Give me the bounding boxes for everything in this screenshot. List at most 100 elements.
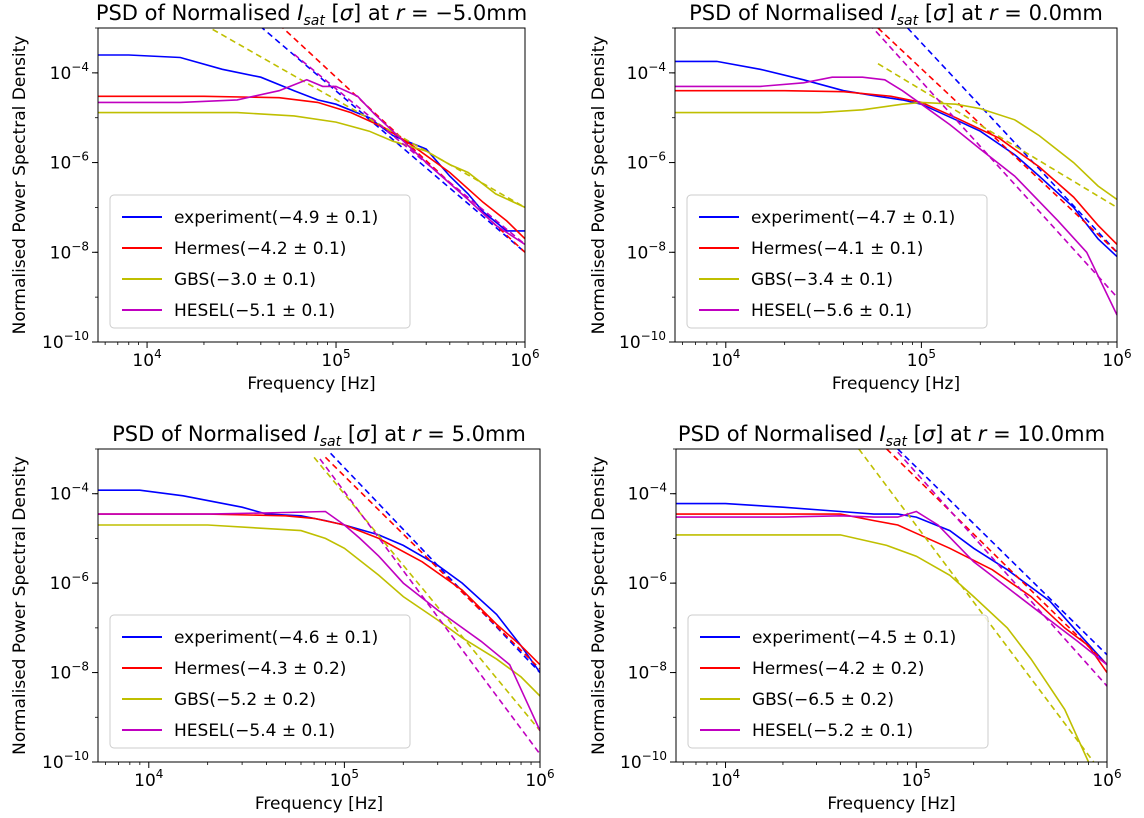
- fit-line-3: [313, 456, 540, 732]
- legend-entry: experiment(−4.9 ± 0.1): [174, 208, 378, 228]
- legend-entry: Hermes(−4.2 ± 0.2): [752, 659, 924, 679]
- legend-entry: experiment(−4.5 ± 0.1): [752, 628, 956, 648]
- legend-box: [109, 614, 411, 749]
- y-tick-label: 10−4: [628, 481, 667, 505]
- series-line-2: [675, 89, 1117, 245]
- legend-entry: GBS(−6.5 ± 0.2): [752, 690, 894, 710]
- y-tick-label: 10−8: [50, 660, 89, 684]
- x-tick-label: 105: [330, 767, 359, 791]
- series-line-2: [676, 513, 1107, 674]
- fit-line-3: [208, 28, 525, 209]
- legend-entry: Hermes(−4.3 ± 0.2): [174, 659, 346, 679]
- series-line-4: [675, 76, 1117, 316]
- series-line-3: [98, 524, 540, 697]
- axes-frame: [675, 448, 1108, 763]
- x-tick-label: 104: [132, 347, 161, 371]
- psd-panel-1: PSD of Normalised Isat [σ] at r = −5.0mm…: [10, 1, 540, 394]
- x-axis-label: Frequency [Hz]: [827, 794, 955, 814]
- series-line-4: [676, 510, 1107, 666]
- x-tick-label: 105: [902, 767, 931, 791]
- y-tick-label: 10−8: [627, 239, 666, 263]
- series-line-3: [676, 534, 1090, 762]
- chart-title: PSD of Normalised Isat [σ] at r = 10.0mm: [678, 422, 1105, 450]
- series-lines: [98, 28, 525, 253]
- legend: experiment(−4.7 ± 0.1) Hermes(−4.1 ± 0.1)…: [686, 194, 988, 329]
- legend-entry: experiment(−4.7 ± 0.1): [751, 208, 955, 228]
- series-line-3: [98, 111, 525, 209]
- x-tick-label: 104: [711, 767, 740, 791]
- legend-entry: HESEL(−5.1 ± 0.1): [174, 301, 335, 321]
- x-tick-label: 106: [1092, 767, 1121, 791]
- fit-line-4: [319, 458, 540, 755]
- axes-frame: [674, 27, 1118, 343]
- axes-frame: [97, 448, 541, 763]
- x-tick-label: 105: [907, 347, 936, 371]
- series-line-2: [98, 513, 540, 666]
- y-tick-label: 10−10: [620, 749, 667, 773]
- fit-line-2: [886, 449, 1107, 666]
- fit-line-2: [877, 28, 1117, 253]
- x-axis-label: Frequency [Hz]: [255, 794, 383, 814]
- y-tick-label: 10−10: [42, 749, 89, 773]
- x-axis-label: Frequency [Hz]: [832, 374, 960, 394]
- x-tick-label: 106: [510, 347, 539, 371]
- legend-box: [686, 194, 988, 329]
- y-axis-label: Normalised Power Spectral Density: [10, 36, 30, 335]
- psd-panel-2: PSD of Normalised Isat [σ] at r = 0.0mm 1…: [589, 1, 1132, 394]
- y-tick-label: 10−8: [628, 660, 667, 684]
- chart-title: PSD of Normalised Isat [σ] at r = −5.0mm: [96, 1, 527, 29]
- y-axis-label: Normalised Power Spectral Density: [589, 36, 609, 335]
- fit-line-2: [324, 456, 540, 670]
- y-tick-label: 10−4: [50, 60, 89, 84]
- x-tick-label: 106: [525, 767, 554, 791]
- psd-panel-4: PSD of Normalised Isat [σ] at r = 10.0mm…: [589, 422, 1122, 814]
- fit-line-1: [907, 28, 1117, 253]
- series-line-1: [676, 502, 1107, 666]
- fit-line-2: [281, 28, 525, 253]
- legend-entry: Hermes(−4.1 ± 0.1): [751, 239, 923, 259]
- x-tick-label: 105: [321, 347, 350, 371]
- y-tick-label: 10−6: [50, 570, 89, 594]
- fit-line-1: [330, 452, 540, 674]
- x-tick-label: 104: [134, 767, 163, 791]
- legend-box: [109, 194, 411, 329]
- fit-line-3: [858, 449, 1095, 762]
- y-tick-label: 10−6: [628, 570, 667, 594]
- fit-line-4: [871, 28, 1117, 298]
- y-tick-label: 10−4: [627, 60, 666, 84]
- legend-entry: GBS(−3.4 ± 0.1): [751, 270, 893, 290]
- series-lines: [676, 449, 1107, 762]
- y-tick-label: 10−4: [50, 481, 89, 505]
- legend-entry: GBS(−3.0 ± 0.1): [174, 270, 316, 290]
- fit-line-4: [897, 451, 1107, 687]
- fit-line-1: [261, 28, 525, 253]
- y-axis-label: Normalised Power Spectral Density: [10, 456, 30, 755]
- axes-frame: [97, 27, 526, 343]
- x-axis-label: Frequency [Hz]: [247, 374, 375, 394]
- legend-entry: HESEL(−5.6 ± 0.1): [751, 301, 912, 321]
- series-line-4: [98, 78, 525, 246]
- x-tick-label: 106: [1102, 347, 1131, 371]
- x-tick-label: 104: [711, 347, 740, 371]
- series-line-3: [675, 101, 1117, 201]
- y-tick-label: 10−10: [619, 329, 666, 353]
- legend-entry: HESEL(−5.4 ± 0.1): [174, 721, 335, 741]
- series-line-1: [98, 54, 525, 232]
- fit-line-1: [897, 449, 1107, 656]
- legend-entry: GBS(−5.2 ± 0.2): [174, 690, 316, 710]
- chart-title: PSD of Normalised Isat [σ] at r = 5.0mm: [112, 422, 526, 450]
- legend: experiment(−4.6 ± 0.1) Hermes(−4.3 ± 0.2)…: [109, 614, 411, 749]
- series-lines: [675, 28, 1117, 316]
- series-line-4: [98, 510, 540, 732]
- chart-title: PSD of Normalised Isat [σ] at r = 0.0mm: [689, 1, 1103, 29]
- y-axis-label: Normalised Power Spectral Density: [589, 456, 609, 755]
- y-tick-label: 10−8: [50, 239, 89, 263]
- y-tick-label: 10−6: [627, 150, 666, 174]
- series-lines: [98, 452, 540, 755]
- y-tick-label: 10−10: [42, 329, 89, 353]
- legend-box: [687, 614, 989, 749]
- legend: experiment(−4.9 ± 0.1) Hermes(−4.2 ± 0.1)…: [109, 194, 411, 329]
- legend-entry: Hermes(−4.2 ± 0.1): [174, 239, 346, 259]
- fit-line-3: [877, 63, 1117, 209]
